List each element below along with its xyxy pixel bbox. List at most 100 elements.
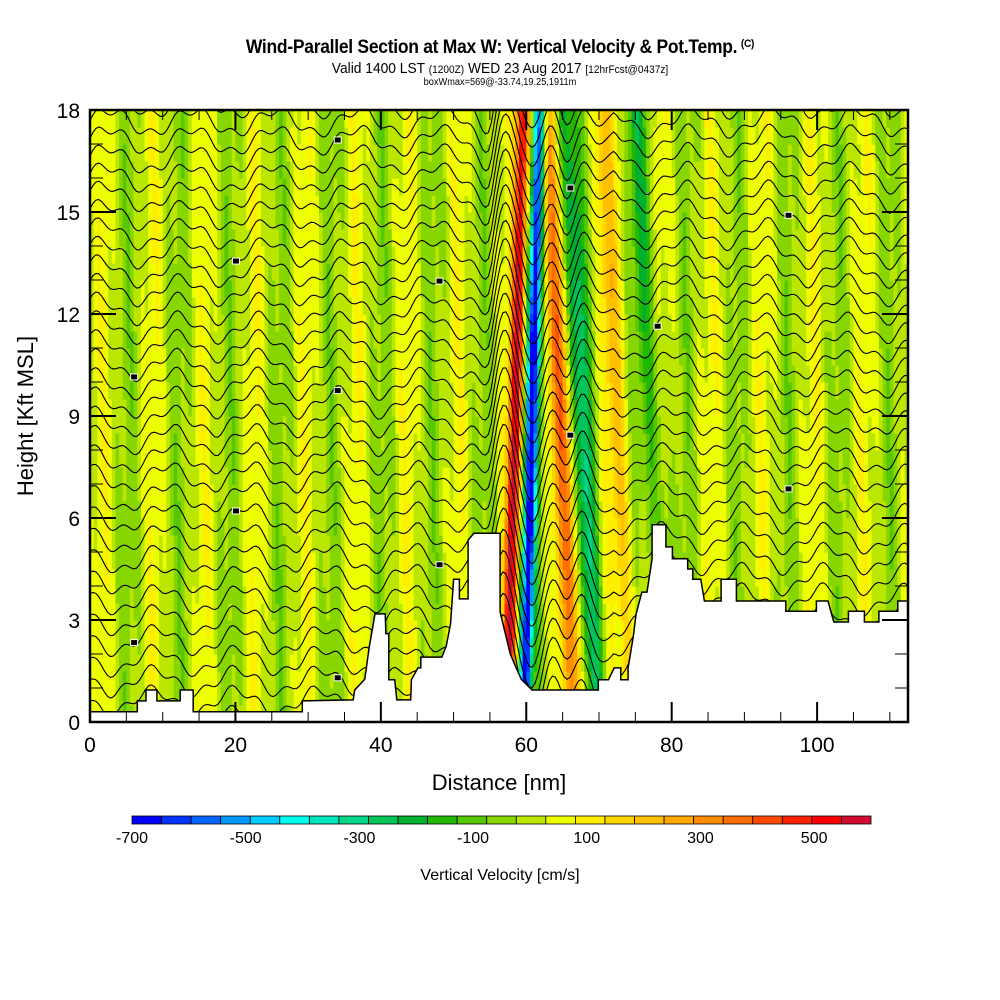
field-cell	[148, 620, 153, 638]
field-cell	[569, 620, 575, 638]
field-cell	[311, 671, 316, 689]
field-cell	[359, 501, 364, 519]
field-cell	[329, 450, 335, 468]
field-cell	[271, 433, 276, 451]
field-cell	[268, 484, 273, 502]
field-cell	[304, 399, 309, 417]
field-cell	[151, 620, 156, 638]
field-cell	[537, 501, 542, 519]
field-cell	[555, 144, 560, 162]
field-cell	[166, 110, 171, 128]
field-cell	[471, 467, 476, 485]
field-cell	[228, 331, 233, 349]
field-cell	[133, 569, 138, 587]
field-cell	[260, 518, 266, 536]
field-cell	[275, 671, 280, 689]
field-cell	[162, 688, 167, 706]
field-cell	[326, 450, 331, 468]
field-cell	[439, 246, 444, 264]
field-cell	[482, 484, 487, 502]
field-cell	[391, 348, 396, 366]
field-cell	[170, 229, 175, 247]
field-cell	[380, 416, 385, 434]
field-cell	[188, 654, 193, 672]
field-cell	[253, 331, 258, 349]
field-cell	[130, 144, 135, 162]
field-cell	[268, 671, 273, 689]
field-cell	[399, 569, 404, 587]
field-cell	[580, 399, 585, 417]
field-cell	[108, 263, 113, 281]
field-cell	[329, 127, 335, 145]
field-cell	[115, 535, 120, 553]
field-cell	[573, 433, 578, 451]
field-cell	[119, 586, 124, 604]
field-cell	[489, 314, 495, 332]
field-cell	[126, 654, 131, 672]
field-cell	[446, 280, 451, 298]
field-cell	[533, 331, 538, 349]
field-cell	[486, 229, 491, 247]
field-cell	[362, 212, 367, 230]
field-cell	[420, 552, 425, 570]
field-cell	[584, 654, 589, 672]
field-cell	[279, 110, 284, 128]
field-cell	[537, 484, 542, 502]
field-cell	[111, 229, 116, 247]
field-cell	[122, 348, 127, 366]
field-cell	[115, 620, 120, 638]
field-cell	[297, 637, 302, 655]
field-cell	[413, 637, 418, 655]
field-cell	[271, 552, 276, 570]
field-cell	[551, 671, 556, 689]
field-cell	[569, 144, 575, 162]
field-cell	[97, 246, 102, 264]
field-cell	[533, 246, 538, 264]
field-cell	[366, 518, 371, 536]
field-cell	[479, 382, 484, 400]
field-cell	[471, 501, 476, 519]
field-cell	[191, 331, 196, 349]
field-cell	[551, 637, 556, 655]
field-cell	[519, 518, 524, 536]
field-cell	[522, 314, 527, 332]
field-cell	[533, 399, 538, 417]
field-cell	[348, 603, 353, 621]
field-cell	[257, 382, 262, 400]
field-cell	[555, 178, 560, 196]
field-cell	[119, 603, 124, 621]
field-cell	[282, 263, 287, 281]
field-cell	[100, 331, 106, 349]
field-cell	[115, 552, 120, 570]
field-cell	[177, 518, 182, 536]
field-cell	[486, 263, 491, 281]
field-cell	[148, 161, 153, 179]
field-cell	[144, 399, 149, 417]
field-cell	[137, 416, 142, 434]
field-cell	[344, 297, 349, 315]
field-cell	[504, 280, 509, 298]
field-cell	[457, 552, 462, 570]
field-cell	[282, 433, 287, 451]
field-cell	[217, 552, 222, 570]
field-cell	[191, 348, 196, 366]
field-cell	[373, 314, 378, 332]
field-cell	[464, 569, 469, 587]
field-cell	[246, 637, 251, 655]
field-cell	[569, 467, 575, 485]
field-cell	[250, 246, 255, 264]
field-cell	[435, 280, 440, 298]
field-cell	[555, 365, 560, 383]
field-cell	[300, 535, 306, 553]
field-cell	[428, 195, 433, 213]
field-cell	[177, 569, 182, 587]
field-cell	[311, 484, 316, 502]
field-cell	[471, 127, 476, 145]
field-cell	[409, 620, 415, 638]
field-cell	[300, 297, 306, 315]
field-cell	[155, 382, 160, 400]
field-cell	[260, 365, 266, 383]
field-cell	[526, 671, 531, 689]
field-cell	[366, 586, 371, 604]
field-cell	[155, 637, 160, 655]
